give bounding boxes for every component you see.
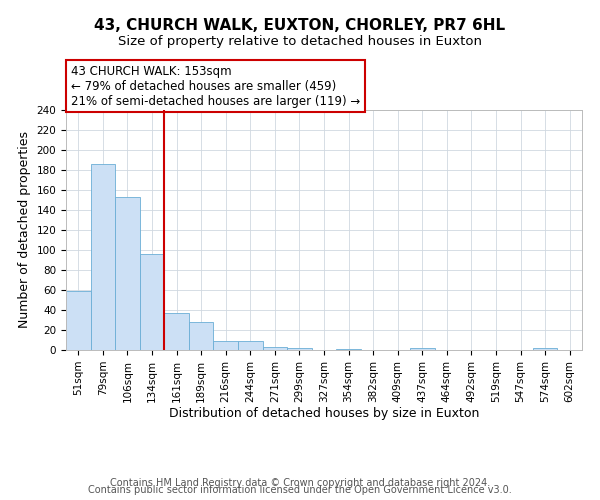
Bar — [115, 197, 140, 350]
Y-axis label: Number of detached properties: Number of detached properties — [18, 132, 31, 328]
Text: 43, CHURCH WALK, EUXTON, CHORLEY, PR7 6HL: 43, CHURCH WALK, EUXTON, CHORLEY, PR7 6H… — [94, 18, 506, 32]
Text: Size of property relative to detached houses in Euxton: Size of property relative to detached ho… — [118, 35, 482, 48]
Bar — [533, 348, 557, 350]
Bar — [410, 348, 434, 350]
Bar — [238, 341, 263, 350]
Bar — [263, 347, 287, 350]
Bar — [164, 313, 189, 350]
Bar — [287, 348, 312, 350]
Text: Contains public sector information licensed under the Open Government Licence v3: Contains public sector information licen… — [88, 485, 512, 495]
Bar — [91, 164, 115, 350]
Bar — [140, 254, 164, 350]
Text: Contains HM Land Registry data © Crown copyright and database right 2024.: Contains HM Land Registry data © Crown c… — [110, 478, 490, 488]
Bar — [336, 349, 361, 350]
Bar — [214, 341, 238, 350]
X-axis label: Distribution of detached houses by size in Euxton: Distribution of detached houses by size … — [169, 408, 479, 420]
Bar — [189, 322, 214, 350]
Text: 43 CHURCH WALK: 153sqm
← 79% of detached houses are smaller (459)
21% of semi-de: 43 CHURCH WALK: 153sqm ← 79% of detached… — [71, 64, 361, 108]
Bar — [66, 291, 91, 350]
